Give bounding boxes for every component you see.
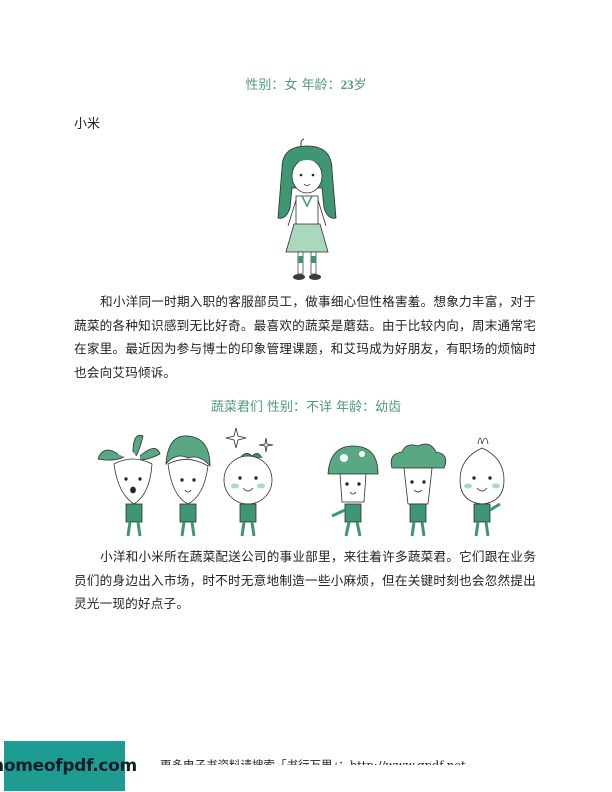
profile-heading-vegetables: 蔬菜君们 性别：不详 年龄：幼齿 (210, 400, 402, 415)
vegetables-description: 小洋和小米所在蔬菜配送公司的事业部里，来往着许多蔬菜君。它们跟在业务员们的身边出… (74, 549, 536, 611)
profile-heading-xiaomi: 性别：女 年龄：23岁 (245, 77, 367, 93)
character-name: 小米 (74, 117, 101, 132)
broccoli-character (390, 443, 447, 537)
mushroom-character (327, 445, 379, 537)
site-logo[interactable]: homeofpdf.com (0, 741, 137, 791)
turnip-character (97, 434, 161, 537)
tomato-character (223, 427, 274, 537)
footer-note: 更多电子书资料请搜索「书行万里」：http://www.gpdf.net (160, 758, 466, 765)
onion-character (459, 437, 505, 537)
vegetable-characters-illustration (97, 427, 505, 537)
xiaomi-illustration (277, 138, 337, 280)
logo-text: homeofpdf.com (0, 756, 137, 776)
xiaomi-description: 和小洋同一时期入职的客服部员工，做事细心但性格害羞。想象力丰富，对于蔬菜的各种知… (74, 294, 536, 380)
cabbage-character (165, 435, 211, 537)
